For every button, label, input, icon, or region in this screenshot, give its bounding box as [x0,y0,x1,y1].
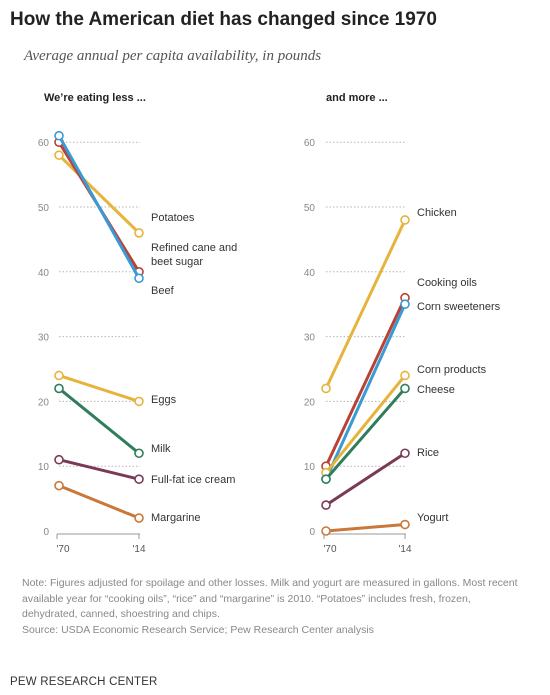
series-label: Milk [151,443,171,455]
data-point [54,130,64,141]
chart-title: How the American diet has changed since … [10,9,437,30]
series-line [324,302,407,481]
data-point [400,383,410,394]
data-point [54,370,64,381]
data-point [321,500,331,510]
series-label: Chicken [417,207,457,219]
series-label: Beef [151,285,175,297]
series-label: Cooking oils [417,277,477,289]
series-line [324,523,407,533]
series-label: Margarine [151,512,201,524]
chart-area: We’re eating less ... 0 10 20 30 40 50 60 '70 '14… [38,92,501,555]
series-label: Eggs [151,394,177,406]
series-line [324,218,407,390]
series-line [57,373,141,403]
series-label: Rice [417,447,439,459]
data-point [134,396,144,407]
chart-subtitle: Average annual per capita availability, … [24,48,322,64]
data-point [54,383,64,394]
series-line [57,153,141,235]
data-point [321,474,331,484]
panel-title: and more ... [326,92,388,104]
data-point [400,299,410,310]
series-line [324,451,407,507]
y-tick-label: 40 [38,268,50,279]
series-line [57,458,141,481]
y-tick-label: 20 [38,397,50,408]
y-tick-label: 50 [304,203,316,214]
x-tick-label: '14 [398,544,411,555]
y-tick-label: 30 [304,333,316,344]
y-tick-label: 10 [304,462,316,473]
series-line [57,386,141,455]
data-point [54,480,64,491]
data-point [134,228,144,238]
series-label: Corn products [417,364,487,376]
y-tick-label: 0 [309,527,315,538]
series-line [324,386,407,481]
y-tick-label: 60 [304,138,316,149]
series-label: Cheese [417,384,455,396]
data-point [134,474,144,484]
data-point [134,448,144,459]
y-tick-label: 60 [38,138,50,149]
data-point [400,215,410,225]
data-point [400,519,410,530]
x-tick-label: '70 [323,544,336,555]
brand-label: PEW RESEARCH CENTER [10,676,158,688]
series-line [324,373,407,475]
data-point [134,513,144,523]
data-point [54,454,64,465]
data-point [134,273,144,284]
data-point [400,370,410,381]
series-label: Full-fat ice cream [151,474,235,486]
chart-note: Note: Figures adjusted for spoilage and … [22,576,522,638]
series-label: Yogurt [417,512,448,524]
series-label: Refined cane and beet sugar [151,242,237,268]
note-text: Note: Figures adjusted for spoilage and … [22,577,518,620]
y-tick-label: 20 [304,397,316,408]
y-tick-label: 0 [43,527,49,538]
y-tick-label: 10 [38,462,50,473]
y-tick-label: 40 [304,268,316,279]
panel-title: We’re eating less ... [44,92,146,104]
series-label: Potatoes [151,212,195,224]
series-label: Corn sweeteners [417,301,501,313]
series-line [57,134,141,280]
y-tick-label: 50 [38,203,50,214]
x-tick-label: '14 [132,544,145,555]
data-point [400,448,410,459]
source-text: Source: USDA Economic Research Service; … [22,623,374,636]
series-line [324,296,407,468]
data-point [54,150,64,160]
y-tick-label: 30 [38,333,50,344]
data-point [321,383,331,394]
x-tick-label: '70 [56,544,69,555]
series-line [57,484,141,520]
data-point [321,526,331,536]
